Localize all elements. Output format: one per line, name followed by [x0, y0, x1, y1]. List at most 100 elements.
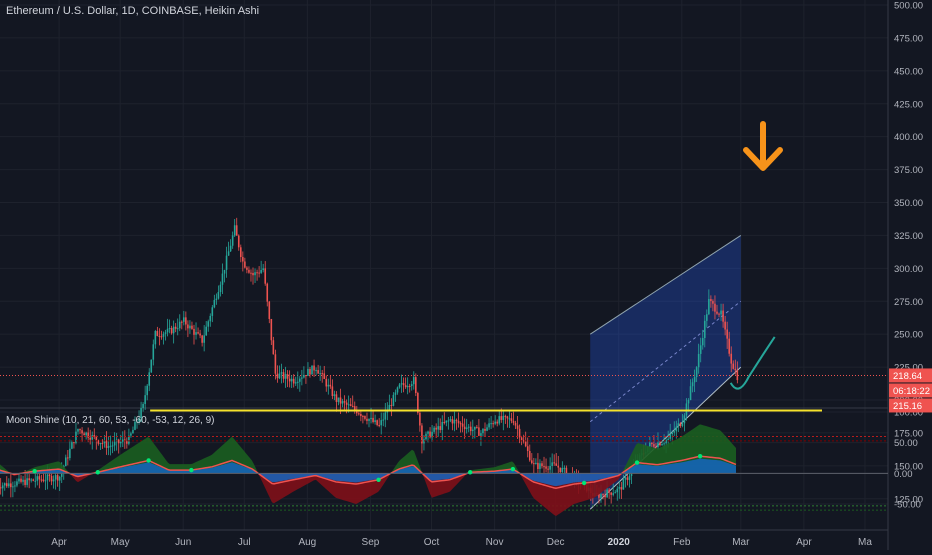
- candle-body: [366, 418, 368, 421]
- candle-body: [427, 431, 429, 434]
- candle-body: [431, 431, 433, 438]
- candle-body: [655, 446, 657, 448]
- candle-body: [95, 436, 98, 441]
- candle-body: [101, 443, 104, 445]
- candle-body: [180, 321, 183, 323]
- candle-body: [541, 463, 543, 467]
- candle-body: [649, 442, 651, 447]
- candle-body: [176, 328, 179, 330]
- candle-body: [166, 328, 169, 333]
- candle-body: [193, 328, 195, 335]
- candle-body: [606, 489, 608, 498]
- candle-body: [148, 372, 151, 386]
- candle-body: [689, 386, 692, 401]
- candle-body: [531, 460, 533, 464]
- candle-body: [274, 354, 277, 374]
- candle-body: [512, 420, 515, 423]
- candle-body: [435, 427, 437, 430]
- candle-body: [229, 245, 232, 252]
- candle-body: [24, 479, 26, 485]
- candle-body: [197, 332, 199, 334]
- time-tick-label: Ma: [858, 537, 872, 548]
- candle-body: [266, 283, 269, 302]
- last-price-badge: 218.64: [889, 368, 932, 383]
- candle-body: [362, 416, 364, 418]
- candle-body: [69, 448, 71, 459]
- last-price-badge-text: 218.64: [893, 371, 922, 382]
- candle-body: [93, 435, 96, 437]
- time-tick-label: Jul: [238, 537, 251, 548]
- time-tick-label: Feb: [673, 537, 691, 548]
- candle-body: [553, 462, 555, 464]
- candle-body: [624, 477, 627, 480]
- candle-body: [215, 298, 218, 300]
- candle-body: [213, 299, 216, 308]
- candle-body: [128, 435, 130, 444]
- candle-body: [337, 397, 340, 402]
- candle-body: [439, 426, 442, 430]
- indicator-tick-label: 0.00: [894, 469, 913, 480]
- candle-body: [242, 257, 244, 262]
- indicator-title: Moon Shine (10, 21, 60, 53, -60, -53, 12…: [6, 415, 215, 426]
- candle-body: [199, 333, 201, 336]
- candle-body: [276, 373, 279, 379]
- signal-dot: [146, 458, 151, 463]
- candle-body: [412, 377, 415, 385]
- candle-body: [237, 235, 240, 248]
- candle-body: [195, 332, 197, 335]
- candle-body: [18, 478, 20, 482]
- candle-body: [722, 310, 724, 322]
- candle-body: [565, 467, 568, 477]
- candle-body: [457, 420, 460, 424]
- candle-body: [714, 303, 716, 312]
- candle-body: [697, 353, 700, 368]
- indicator-tick-label: 100.00: [894, 408, 923, 419]
- candle-body: [691, 382, 694, 387]
- candle-body: [533, 463, 535, 465]
- candle-body: [353, 406, 356, 410]
- candles: [0, 217, 739, 506]
- signal-dot: [634, 460, 640, 465]
- candle-body: [386, 411, 389, 413]
- price-tick-label: 450.00: [894, 66, 923, 77]
- candle-body: [404, 385, 407, 388]
- candle-body: [514, 422, 517, 426]
- price-tick-label: 150.00: [894, 461, 923, 472]
- candle-body: [136, 421, 138, 423]
- candle-body: [89, 437, 92, 440]
- candle-body: [317, 370, 319, 374]
- candle-body: [144, 395, 146, 404]
- signal-dot: [189, 467, 194, 473]
- candle-body: [415, 377, 417, 393]
- price-tick-label: 125.00: [894, 494, 923, 505]
- candle-body: [321, 373, 323, 375]
- signal-dot: [697, 453, 703, 459]
- candle-body: [235, 225, 238, 236]
- candle-body: [494, 421, 496, 424]
- candle-body: [286, 374, 289, 379]
- signal-dot: [467, 470, 473, 475]
- candle-body: [81, 430, 83, 434]
- candle-body: [376, 420, 378, 426]
- candle-body: [447, 420, 450, 422]
- candle-body: [333, 394, 336, 396]
- candle-body: [272, 340, 275, 355]
- candle-body: [663, 443, 665, 445]
- candle-body: [168, 328, 171, 330]
- channel-lower: [589, 366, 742, 510]
- candle-body: [728, 338, 730, 354]
- candle-body: [223, 269, 226, 274]
- candle-body: [618, 487, 621, 489]
- candle-body: [207, 321, 210, 327]
- candle-body: [119, 441, 122, 444]
- candle-body: [203, 335, 205, 343]
- down-arrow-icon: [743, 121, 783, 171]
- candle-body: [79, 429, 81, 431]
- candle-body: [653, 444, 655, 447]
- countdown-badge: 06:18:22: [889, 383, 932, 398]
- candle-body: [12, 486, 14, 488]
- price-tick-label: 475.00: [894, 33, 923, 44]
- candle-body: [394, 392, 397, 395]
